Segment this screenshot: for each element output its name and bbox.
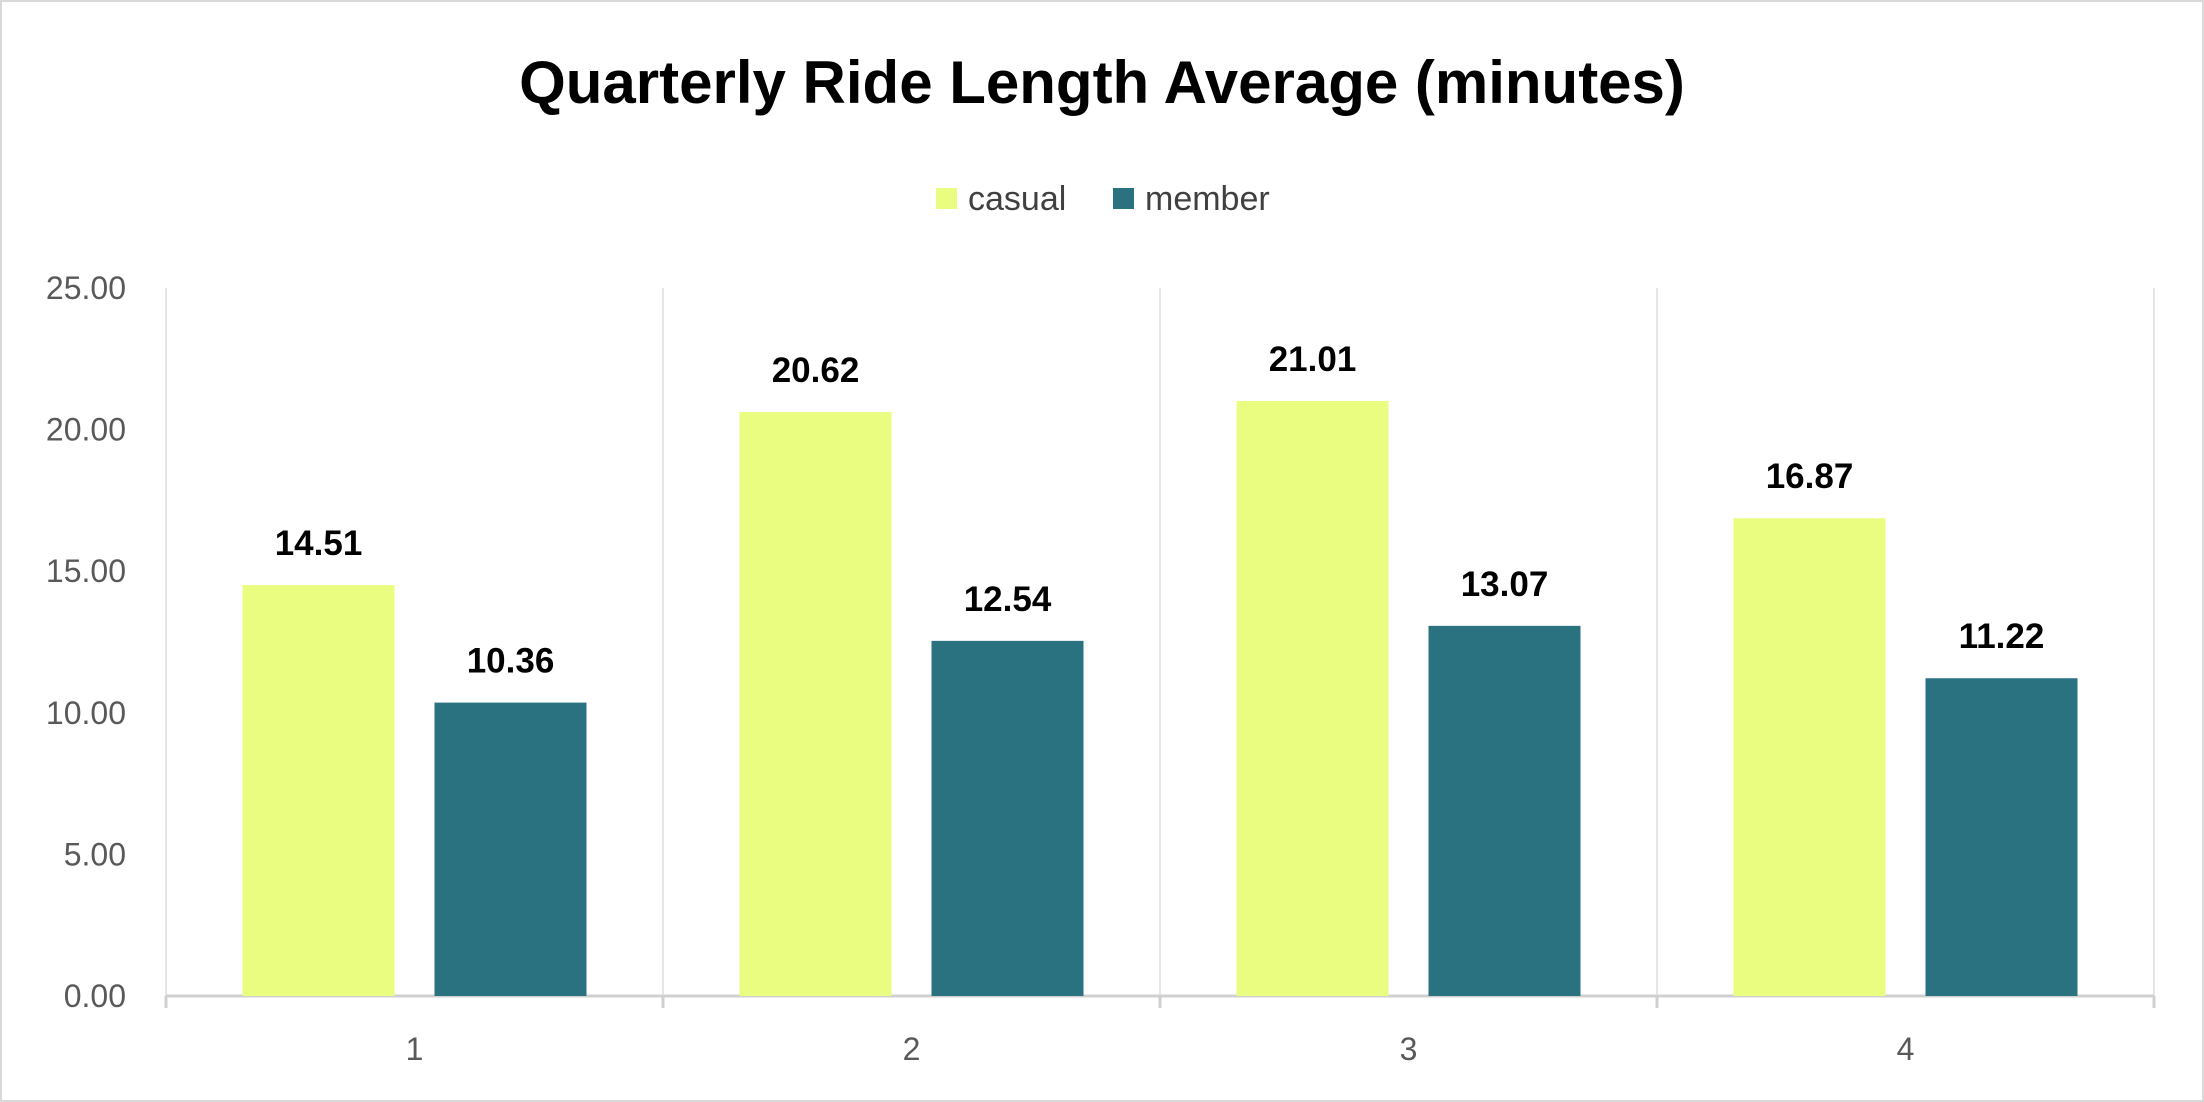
bar-member-q1	[434, 702, 587, 996]
bar-casual-q2	[739, 412, 892, 996]
y-tick-label: 10.00	[46, 695, 126, 731]
y-axis: 0.00 5.00 10.00 15.00 20.00 25.00	[46, 270, 126, 1014]
data-label-member-q2: 12.54	[964, 580, 1052, 619]
bar-member-q2	[931, 640, 1084, 996]
bar-casual-q1	[242, 585, 395, 996]
bar-member-q3	[1428, 625, 1581, 996]
x-tick-label: 4	[1897, 1031, 1915, 1067]
data-labels: 14.51 10.36 20.62 12.54 21.01 13.07 16.87 11.22	[275, 340, 2045, 681]
legend-label-casual: casual	[968, 180, 1066, 218]
y-tick-label: 5.00	[64, 836, 126, 872]
x-tick-label: 1	[406, 1031, 424, 1067]
data-label-casual-q3: 21.01	[1269, 340, 1357, 379]
chart-title: Quarterly Ride Length Average (minutes)	[519, 49, 1685, 116]
bar-member-q4	[1925, 678, 2078, 996]
gridlines	[165, 288, 2155, 996]
legend: casual member	[936, 180, 1270, 218]
legend-swatch-casual	[936, 188, 957, 209]
data-label-member-q3: 13.07	[1461, 565, 1549, 604]
x-axis: 1 2 3 4	[164, 994, 2156, 1067]
data-label-member-q1: 10.36	[467, 642, 555, 681]
data-label-casual-q1: 14.51	[275, 524, 363, 563]
y-tick-label: 15.00	[46, 553, 126, 589]
y-tick-label: 20.00	[46, 412, 126, 448]
bar-casual-q4	[1733, 518, 1886, 996]
legend-swatch-member	[1113, 188, 1134, 209]
x-tick-label: 2	[903, 1031, 921, 1067]
bars	[242, 400, 2078, 996]
data-label-member-q4: 11.22	[1959, 617, 2045, 656]
y-tick-label: 0.00	[64, 978, 126, 1014]
data-label-casual-q2: 20.62	[772, 351, 860, 390]
x-tick-label: 3	[1400, 1031, 1418, 1067]
bar-casual-q3	[1236, 400, 1389, 996]
y-tick-label: 25.00	[46, 270, 126, 306]
legend-label-member: member	[1145, 180, 1270, 218]
data-label-casual-q4: 16.87	[1766, 457, 1854, 496]
